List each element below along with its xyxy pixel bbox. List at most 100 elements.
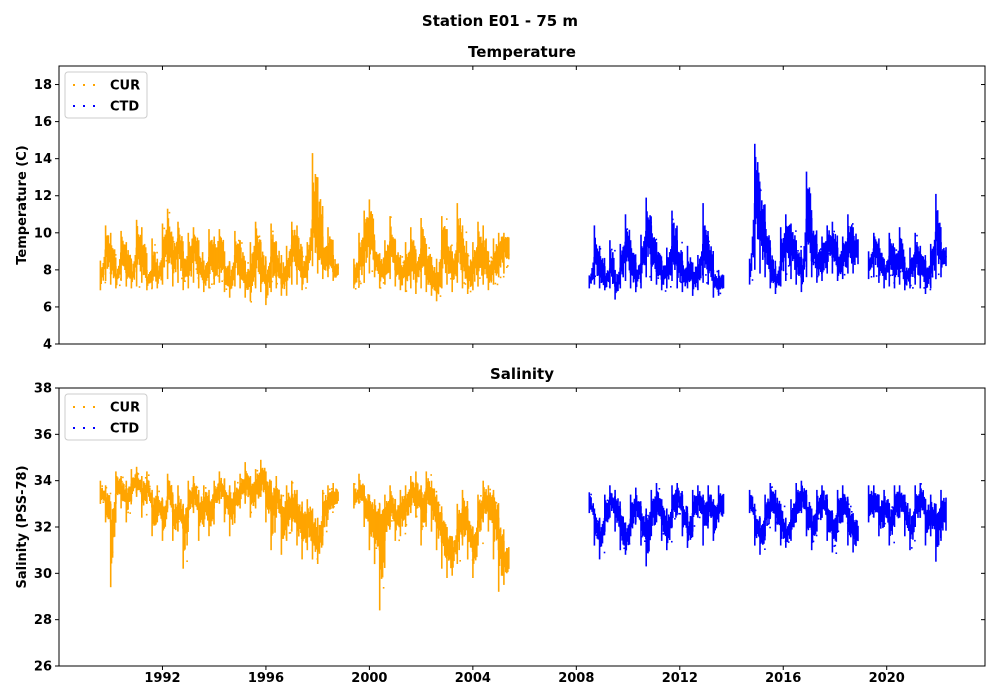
- data-point-ctd: [759, 188, 761, 274]
- data-point-ctd: [604, 266, 606, 291]
- data-point-cur: [394, 240, 397, 287]
- data-point-cur: [368, 199, 371, 274]
- data-point-cur: [327, 485, 329, 514]
- legend-item-cur: CUR: [73, 401, 140, 416]
- data-point-ctd: [852, 227, 854, 274]
- legend-label: CTD: [110, 100, 139, 115]
- data-point-cur: [353, 483, 355, 509]
- data-point-cur: [291, 221, 293, 285]
- data-point-ctd: [774, 266, 777, 294]
- data-point-cur: [296, 225, 298, 285]
- data-point-ctd: [588, 275, 591, 289]
- data-point-ctd: [686, 513, 689, 548]
- data-point-cur: [260, 459, 262, 497]
- data-point-cur: [203, 260, 205, 293]
- y-tick-label: 6: [43, 300, 52, 315]
- data-point-cur: [213, 236, 215, 285]
- data-point-cur: [472, 527, 474, 578]
- data-point-ctd: [800, 480, 803, 514]
- data-point-cur: [497, 232, 500, 278]
- data-point-ctd: [598, 517, 601, 560]
- data-point-ctd: [671, 485, 673, 527]
- data-point-ctd: [878, 494, 880, 537]
- data-point-cur: [430, 256, 433, 296]
- legend-item-ctd: CTD: [73, 422, 139, 437]
- data-point-ctd: [795, 240, 797, 285]
- data-point-cur: [466, 508, 469, 560]
- y-tick-label: 18: [34, 78, 52, 93]
- data-point-cur: [166, 473, 169, 509]
- legend-marker: [73, 105, 75, 107]
- y-tick-label: 30: [34, 567, 52, 582]
- data-point-ctd: [790, 223, 792, 280]
- data-point-cur: [208, 229, 210, 289]
- data-point-ctd: [816, 489, 818, 532]
- data-point-cur: [332, 483, 334, 509]
- data-point-cur: [218, 229, 221, 283]
- data-point-ctd: [940, 242, 942, 278]
- salinity-title: Salinity: [490, 365, 554, 383]
- data-point-ctd: [841, 236, 844, 280]
- data-point-ctd: [779, 227, 782, 287]
- data-point-cur: [492, 238, 495, 285]
- data-point-cur: [466, 253, 469, 294]
- data-point-cur: [265, 471, 267, 523]
- data-point-cur: [270, 480, 272, 551]
- data-point-ctd: [588, 492, 591, 514]
- data-point-ctd: [614, 489, 616, 532]
- data-point-cur: [166, 208, 169, 280]
- data-point-ctd: [614, 269, 616, 300]
- data-point-ctd: [929, 494, 932, 537]
- data-point-cur: [456, 503, 459, 564]
- data-point-cur: [104, 225, 107, 281]
- series-cur: [99, 153, 510, 306]
- data-point-ctd: [898, 227, 901, 285]
- data-point-ctd: [785, 517, 787, 548]
- data-point-cur: [125, 480, 128, 523]
- data-point-cur: [404, 242, 407, 293]
- data-point-ctd: [909, 247, 911, 289]
- data-point-ctd: [754, 143, 756, 270]
- data-point-ctd: [785, 214, 787, 281]
- figure-title: Station E01 - 75 m: [422, 12, 578, 30]
- data-point-cur: [472, 242, 474, 291]
- data-point-cur: [109, 503, 112, 588]
- data-point-cur: [120, 230, 122, 281]
- data-point-cur: [249, 476, 252, 518]
- data-point-cur: [125, 242, 128, 287]
- legend-marker: [83, 427, 85, 429]
- data-point-ctd: [810, 508, 813, 551]
- data-point-ctd: [883, 489, 885, 527]
- data-point-cur: [497, 517, 500, 592]
- legend-item-ctd: CTD: [73, 100, 139, 115]
- data-point-ctd: [593, 508, 596, 546]
- data-point-ctd: [655, 483, 658, 523]
- y-tick-label: 14: [34, 152, 52, 167]
- data-point-cur: [187, 232, 190, 289]
- legend-marker: [93, 84, 95, 86]
- data-point-ctd: [717, 485, 720, 523]
- data-point-cur: [270, 223, 272, 293]
- data-point-cur: [239, 240, 241, 289]
- y-tick-label: 12: [34, 189, 52, 204]
- data-point-ctd: [645, 197, 647, 278]
- x-tick-label: 2008: [558, 671, 594, 686]
- data-point-cur: [213, 480, 215, 509]
- x-tick-label: 2020: [869, 671, 905, 686]
- data-point-ctd: [702, 203, 704, 283]
- data-point-cur: [492, 489, 495, 560]
- data-point-cur: [446, 229, 448, 285]
- temperature-panel: Temperature Temperature (C) 4 6 8 10 12 14 16 18 C…: [15, 43, 986, 353]
- data-point-cur: [285, 245, 288, 296]
- x-tick-label: 2016: [765, 671, 801, 686]
- data-point-ctd: [831, 221, 834, 274]
- data-point-ctd: [847, 214, 849, 274]
- data-point-ctd: [873, 485, 875, 518]
- data-point-cur: [389, 216, 391, 280]
- data-point-ctd: [629, 240, 632, 289]
- data-point-cur: [311, 153, 314, 267]
- temperature-title: Temperature: [468, 43, 576, 61]
- data-point-cur: [378, 253, 381, 289]
- data-point-cur: [363, 210, 365, 283]
- data-point-cur: [141, 476, 143, 518]
